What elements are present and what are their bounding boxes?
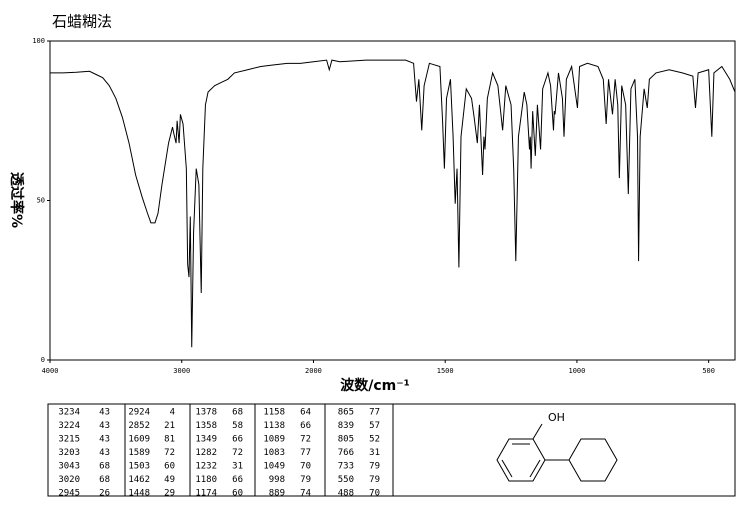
y-axis-label: 透过率% xyxy=(8,172,25,228)
peak-intensity: 31 xyxy=(369,448,380,458)
x-tick-label: 1000 xyxy=(568,367,585,375)
peak-wavenumber: 2924 xyxy=(128,408,150,418)
peak-intensity: 60 xyxy=(164,462,175,472)
y-tick-label: 100 xyxy=(32,37,45,45)
peak-wavenumber: 1349 xyxy=(195,435,217,445)
peak-wavenumber: 1358 xyxy=(195,421,217,431)
x-tick-label: 4000 xyxy=(42,367,59,375)
peak-intensity: 79 xyxy=(369,462,380,472)
peak-intensity: 43 xyxy=(99,421,110,431)
cyclohexane-ring xyxy=(568,438,618,482)
peak-intensity: 64 xyxy=(300,408,311,418)
peak-intensity: 68 xyxy=(232,408,243,418)
peak-wavenumber: 3215 xyxy=(58,435,80,445)
y-tick-label: 50 xyxy=(37,197,45,205)
peak-wavenumber: 3020 xyxy=(58,475,80,485)
peak-wavenumber: 3043 xyxy=(58,462,80,472)
peak-intensity: 70 xyxy=(300,462,311,472)
double-bond xyxy=(501,459,513,478)
peak-intensity: 74 xyxy=(300,489,311,499)
peak-wavenumber: 2852 xyxy=(128,421,150,431)
peak-intensity: 4 xyxy=(170,408,175,418)
peak-wavenumber: 1462 xyxy=(128,475,150,485)
peak-intensity: 72 xyxy=(232,448,243,458)
x-tick-label: 3000 xyxy=(173,367,190,375)
peak-intensity: 58 xyxy=(232,421,243,431)
benzene-ring xyxy=(496,438,546,482)
peak-wavenumber: 805 xyxy=(338,435,354,445)
peak-intensity: 49 xyxy=(164,475,175,485)
peak-intensity: 70 xyxy=(369,489,380,499)
peak-intensity: 68 xyxy=(99,462,110,472)
spectrum-line xyxy=(50,59,736,348)
peak-wavenumber: 1049 xyxy=(263,462,285,472)
peak-wavenumber: 998 xyxy=(269,475,285,485)
peak-wavenumber: 766 xyxy=(338,448,354,458)
peak-intensity: 79 xyxy=(300,475,311,485)
table-frame xyxy=(47,403,736,497)
peak-intensity: 79 xyxy=(369,475,380,485)
peak-intensity: 43 xyxy=(99,448,110,458)
peak-wavenumber: 733 xyxy=(338,462,354,472)
peak-wavenumber: 1282 xyxy=(195,448,217,458)
peak-wavenumber: 3234 xyxy=(58,408,80,418)
peak-intensity: 21 xyxy=(164,421,175,431)
peak-wavenumber: 1089 xyxy=(263,435,285,445)
peak-wavenumber: 865 xyxy=(338,408,354,418)
chart-title: 石蜡糊法 xyxy=(52,13,112,31)
structure-label: OH xyxy=(548,411,565,424)
x-axis-label: 波数/cm⁻¹ xyxy=(340,377,410,394)
peak-wavenumber: 1609 xyxy=(128,435,150,445)
double-bond xyxy=(529,459,541,478)
peak-intensity: 57 xyxy=(369,421,380,431)
peak-intensity: 66 xyxy=(232,435,243,445)
peak-intensity: 77 xyxy=(369,408,380,418)
peak-intensity: 43 xyxy=(99,408,110,418)
x-tick-label: 2000 xyxy=(305,367,322,375)
peak-intensity: 66 xyxy=(232,475,243,485)
peak-wavenumber: 889 xyxy=(269,489,285,499)
peak-intensity: 29 xyxy=(164,489,175,499)
peak-wavenumber: 1174 xyxy=(195,489,217,499)
peak-intensity: 26 xyxy=(99,489,110,499)
peak-intensity: 81 xyxy=(164,435,175,445)
peak-intensity: 66 xyxy=(300,421,311,431)
peak-wavenumber: 1503 xyxy=(128,462,150,472)
peak-wavenumber: 488 xyxy=(338,489,354,499)
peak-intensity: 43 xyxy=(99,435,110,445)
peak-wavenumber: 550 xyxy=(338,475,354,485)
y-tick-label: 0 xyxy=(41,356,45,364)
peak-wavenumber: 1180 xyxy=(195,475,217,485)
peak-wavenumber: 1448 xyxy=(128,489,150,499)
peak-intensity: 52 xyxy=(369,435,380,445)
x-tick-label: 1500 xyxy=(437,367,454,375)
peak-wavenumber: 1158 xyxy=(263,408,285,418)
peak-intensity: 68 xyxy=(99,475,110,485)
x-tick-label: 500 xyxy=(702,367,715,375)
peak-wavenumber: 1083 xyxy=(263,448,285,458)
peak-intensity: 72 xyxy=(300,435,311,445)
peak-intensity: 60 xyxy=(232,489,243,499)
peak-wavenumber: 3203 xyxy=(58,448,80,458)
plot-frame xyxy=(49,40,736,361)
peak-wavenumber: 839 xyxy=(338,421,354,431)
peak-wavenumber: 1138 xyxy=(263,421,285,431)
peak-wavenumber: 2945 xyxy=(58,489,80,499)
peak-wavenumber: 1589 xyxy=(128,448,150,458)
bond xyxy=(532,423,543,440)
structure xyxy=(496,423,618,482)
peak-wavenumber: 3224 xyxy=(58,421,80,431)
peak-intensity: 77 xyxy=(300,448,311,458)
peak-wavenumber: 1232 xyxy=(195,462,217,472)
peak-wavenumber: 1378 xyxy=(195,408,217,418)
peak-intensity: 72 xyxy=(164,448,175,458)
peak-intensity: 31 xyxy=(232,462,243,472)
